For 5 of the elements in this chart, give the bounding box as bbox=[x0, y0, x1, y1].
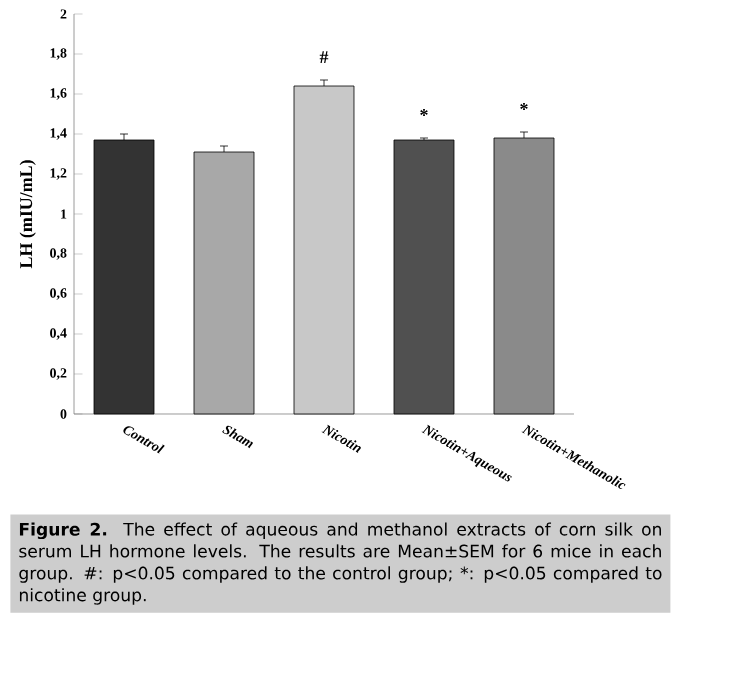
y-axis-title: LH (mIU/mL) bbox=[19, 160, 36, 269]
annotation: * bbox=[520, 103, 528, 110]
text: Figure 2. The effect of aqueous and methanol extracts of corn silk on serum LH hormone levels. The results are Mean±SEM for 6 mice in each group. #: p<0.05 compared to the control group; *: p<0.05 compared to nicotine group. bbox=[19, 522, 662, 605]
annotation: # bbox=[319, 51, 329, 63]
annotation: * bbox=[420, 109, 428, 116]
